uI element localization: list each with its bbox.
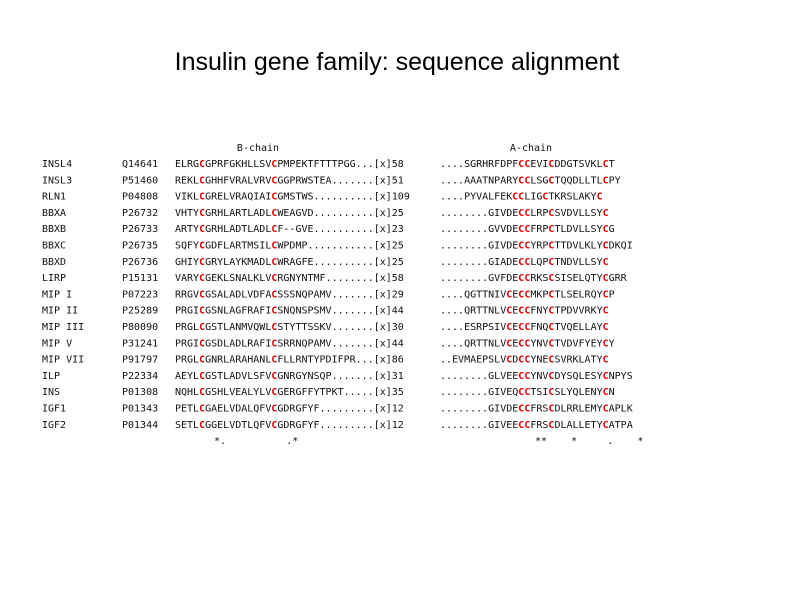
a-chain-sequence: ........GIVDECCYRPCTTDVLKLYCDKQI [440,241,633,252]
a-chain-sequence: ....ESRPSIVCECCFNQCTVQELLAYC [440,322,609,333]
accession: P25289 [122,306,158,317]
a-chain-sequence: ....QGTTNIVCECCMKPCTLSELRQYCP [440,289,615,300]
accession: P26732 [122,208,158,219]
b-chain-sequence: ELRGCGPRFGKHLLSVCPMPEKTFTTTPGG...[x]58 [175,159,404,170]
a-chain-sequence: ....PYVALFEKCCLIGCTKRSLAKYC [440,192,603,203]
a-chain-sequence: ........GIVEQCCTSICSLYQLENYCN [440,387,615,398]
accession: P15131 [122,273,158,284]
a-chain-sequence: ....SGRHRFDPFCCEVICDDGTSVKLCT [440,159,615,170]
b-chain-consensus: *. .* [214,436,298,447]
protein-name: INSL3 [42,175,72,186]
protein-name: MIP I [42,289,72,300]
b-chain-sequence: PRGICGSDLADLRAFICSRRNQPAMV.......[x]44 [175,338,404,349]
protein-name: MIP II [42,306,78,317]
a-chain-sequence: ........GIVEECCFRSCDLALLETYCATPA [440,420,633,431]
accession: P51460 [122,175,158,186]
a-chain-sequence: ....AAATNPARYCCLSGCTQQDLLTLCPY [440,175,621,186]
b-chain-sequence: NQHLCGSHLVEALYLVCGERGFFYTPKT.....[x]35 [175,387,404,398]
accession: P91797 [122,355,158,366]
accession: P31241 [122,338,158,349]
protein-name: BBXC [42,241,66,252]
b-chain-sequence: AEYLCGSTLADVLSFVCGNRGYNSQP.......[x]31 [175,371,404,382]
accession: P07223 [122,289,158,300]
b-chain-sequence: PRGICGSNLAGFRAFICSNQNSPSMV.......[x]44 [175,306,404,317]
a-chain-sequence: ........GIVDECCFRSCDLRRLEMYCAPLK [440,404,633,415]
protein-name: MIP V [42,338,72,349]
a-chain-consensus: ** * . * [535,436,643,447]
alignment: INSL4 Q14641 ELRGCGPRFGKHLLSVCPMPEKTFTTTPG… [42,159,643,447]
protein-name: INS [42,387,60,398]
protein-name: ILP [42,371,60,382]
a-chain-sequence: ........GIADECCLQPCTNDVLLSYC [440,257,609,268]
accession: P22334 [122,371,158,382]
b-chain-sequence: SETLCGGELVDTLQFVCGDRGFYF.........[x]12 [175,420,404,431]
b-chain-sequence: GHIYCGRYLAYKMADLCWRAGFE..........[x]25 [175,257,404,268]
a-chain-sequence: ....QRTTNLVCECCFNYCTPDVVRKYC [440,306,609,317]
a-chain-header: A-chain [510,143,552,154]
a-chain-sequence: ..EVMAEPSLVCDCCYNECSVRKLATYC [440,355,609,366]
b-chain-header: B-chain [237,143,279,154]
b-chain-sequence: REKLCGHHFVRALVRVCGGPRWSTEA.......[x]51 [175,175,404,186]
b-chain-sequence: ARTYCGRHLADTLADLCF--GVE..........[x]23 [175,224,404,235]
protein-name: LIRP [42,273,66,284]
accession: P26736 [122,257,158,268]
slide-title: Insulin gene family: sequence alignment [175,48,620,76]
protein-name: BBXA [42,208,66,219]
accession: Q14641 [122,159,158,170]
accession: P80090 [122,322,158,333]
protein-name: BBXB [42,224,66,235]
protein-name: INSL4 [42,159,72,170]
b-chain-sequence: RRGVCGSALADLVDFACSSSNQPAMV.......[x]29 [175,289,404,300]
protein-name: BBXD [42,257,66,268]
protein-name: RLN1 [42,192,66,203]
a-chain-sequence: ........GVVDECCFRPCTLDVLLSYCG [440,224,615,235]
accession: P01343 [122,404,158,415]
b-chain-sequence: VHTYCGRHLARTLADLCWEAGVD..........[x]25 [175,208,404,219]
protein-name: MIP VII [42,355,84,366]
accession: P01308 [122,387,158,398]
accession: P01344 [122,420,158,431]
b-chain-sequence: SQFYCGDFLARTMSILCWPDMP...........[x]25 [175,241,404,252]
accession: P26733 [122,224,158,235]
b-chain-sequence: VIKLCGRELVRAQIAICGMSTWS..........[x]109 [175,192,410,203]
protein-name: MIP III [42,322,84,333]
a-chain-sequence: ........GIVDECCLRPCSVDVLLSYC [440,208,609,219]
protein-name: IGF1 [42,404,66,415]
a-chain-sequence: ........GLVEECCYNVCDYSQLESYCNPYS [440,371,633,382]
protein-name: IGF2 [42,420,66,431]
b-chain-sequence: PRGLCGSTLANMVQWLCSTYTTSSKV.......[x]30 [175,322,404,333]
accession: P26735 [122,241,158,252]
b-chain-sequence: VARYCGEKLSNALKLVCRGNYNTMF........[x]58 [175,273,404,284]
a-chain-sequence: ....QRTTNLVCECCYNVCTVDVFYEYCY [440,338,615,349]
accession: P04808 [122,192,158,203]
a-chain-sequence: ........GVFDECCRKSCSISELQTYCGRR [440,273,628,284]
b-chain-sequence: PRGLCGNRLARAHANLCFLLRNTYPDIFPR...[x]86 [175,355,404,366]
b-chain-sequence: PETLCGAELVDALQFVCGDRGFYF.........[x]12 [175,404,404,415]
